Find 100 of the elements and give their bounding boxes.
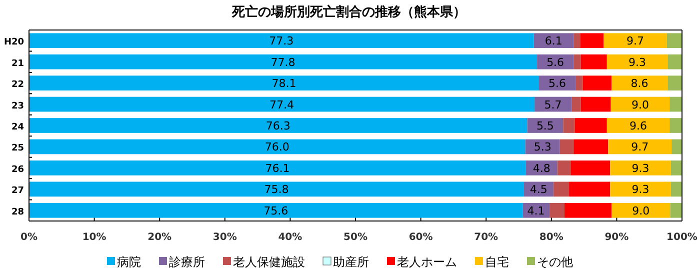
bar (668, 76, 682, 90)
bar (569, 182, 610, 197)
bar (670, 202, 682, 218)
x-tick-label: 0% (20, 232, 38, 243)
y-tick-label: 27 (11, 186, 24, 196)
data-label: 9.7 (631, 140, 649, 154)
bar (582, 76, 612, 90)
x-tick-label: 20% (148, 232, 172, 243)
bar (580, 96, 611, 112)
bar (670, 182, 682, 197)
data-label: 76.0 (264, 140, 290, 154)
legend-label: 自宅 (485, 255, 509, 269)
bar (580, 54, 607, 70)
x-tick-label: 70% (474, 232, 498, 243)
y-tick-label: 23 (11, 101, 24, 112)
data-label: 76.3 (266, 120, 290, 132)
bar (29, 96, 534, 112)
data-label: 5.7 (544, 98, 562, 112)
data-label: 6.1 (544, 34, 562, 48)
data-label: 4.1 (527, 204, 545, 218)
data-label: 5.6 (548, 77, 566, 90)
bar (670, 96, 682, 112)
data-label: 78.1 (272, 77, 296, 90)
bar (560, 139, 574, 154)
chart-title: 死亡の場所別死亡割合の推移（熊本県） (231, 4, 466, 20)
bar (522, 202, 550, 218)
bar (610, 182, 671, 197)
bar (563, 118, 575, 133)
legend-label: 老人ホーム (397, 255, 457, 269)
bar (29, 118, 528, 133)
bar (576, 76, 583, 90)
data-label: 4.8 (532, 162, 550, 175)
y-tick-label: 21 (11, 58, 24, 69)
bar (29, 76, 539, 90)
bar (672, 139, 682, 154)
x-tick-label: 80% (539, 232, 564, 243)
data-label: 9.0 (631, 98, 649, 112)
data-label: 9.3 (632, 162, 650, 175)
bar (29, 54, 538, 70)
bar (608, 139, 672, 154)
bar (29, 160, 526, 176)
bar (29, 182, 524, 197)
x-tick-label: 10% (82, 232, 106, 243)
data-label: 75.8 (264, 183, 289, 196)
x-tick-label: 30% (212, 232, 237, 243)
bar (580, 33, 604, 48)
bar (574, 118, 607, 133)
bar (666, 33, 682, 48)
bar (670, 160, 682, 176)
data-label: 77.8 (270, 56, 296, 69)
data-label: 77.3 (269, 34, 294, 48)
y-tick-label: 28 (11, 207, 24, 218)
data-label: 5.3 (534, 140, 552, 154)
bar (29, 202, 523, 218)
data-label: 9.3 (628, 56, 646, 69)
bar (538, 76, 576, 90)
bar (574, 33, 580, 48)
bar (606, 118, 670, 133)
data-label: 9.6 (630, 120, 647, 132)
bar (29, 33, 534, 48)
data-label: 5.6 (546, 56, 564, 69)
bar (574, 139, 608, 154)
bar (606, 54, 668, 70)
bar (610, 96, 670, 112)
y-tick-label: 25 (11, 144, 24, 154)
bar (534, 33, 574, 48)
bar (527, 118, 564, 133)
legend-label: その他 (537, 255, 573, 269)
bar (549, 202, 564, 218)
bar (670, 118, 682, 133)
data-label: 77.4 (269, 98, 294, 112)
y-tick-label: 24 (11, 122, 24, 132)
data-label: 5.5 (536, 120, 554, 132)
x-tick-label: 40% (278, 232, 302, 243)
data-label: 9.0 (632, 204, 650, 218)
bar (604, 33, 667, 48)
legend-label: 助産所 (333, 255, 369, 269)
x-tick-label: 90% (604, 232, 629, 243)
y-tick-label: 22 (11, 80, 24, 90)
bar (574, 54, 581, 70)
bar (668, 54, 682, 70)
bar (29, 139, 526, 154)
y-tick-label: 26 (11, 164, 24, 175)
bar (557, 160, 571, 176)
data-label: 76.1 (265, 162, 290, 175)
bar (611, 202, 670, 218)
y-tick-label: H20 (4, 38, 24, 48)
data-label: 4.5 (530, 183, 548, 196)
legend-label: 老人保健施設 (233, 255, 305, 269)
x-tick-label: 50% (344, 232, 368, 243)
legend-label: 病院 (117, 255, 141, 269)
x-tick-label: 100% (666, 232, 698, 243)
x-tick-label: 60% (408, 232, 433, 243)
bar (611, 76, 668, 90)
data-label: 8.6 (630, 77, 648, 90)
bar (572, 96, 581, 112)
bar (570, 160, 610, 176)
data-label: 9.3 (632, 183, 650, 196)
data-label: 75.6 (264, 204, 288, 218)
bar (610, 160, 671, 176)
